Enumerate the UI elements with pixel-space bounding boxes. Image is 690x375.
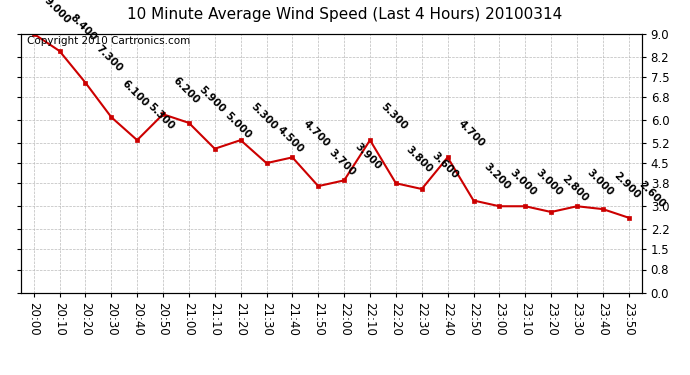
Text: 5.900: 5.900 bbox=[197, 84, 228, 114]
Text: 3.900: 3.900 bbox=[353, 142, 383, 172]
Text: 6.100: 6.100 bbox=[119, 78, 150, 109]
Text: 3.600: 3.600 bbox=[430, 150, 460, 181]
Text: 2.600: 2.600 bbox=[637, 179, 667, 209]
Text: 3.800: 3.800 bbox=[404, 144, 435, 175]
Text: 8.400: 8.400 bbox=[68, 12, 99, 43]
Text: 3.000: 3.000 bbox=[533, 168, 564, 198]
Text: 3.200: 3.200 bbox=[482, 162, 512, 192]
Text: 7.300: 7.300 bbox=[94, 44, 124, 74]
Text: Copyright 2010 Cartronics.com: Copyright 2010 Cartronics.com bbox=[27, 36, 190, 46]
Text: 5.300: 5.300 bbox=[146, 101, 176, 132]
Text: 5.300: 5.300 bbox=[378, 101, 408, 132]
Text: 10 Minute Average Wind Speed (Last 4 Hours) 20100314: 10 Minute Average Wind Speed (Last 4 Hou… bbox=[128, 8, 562, 22]
Text: 3.000: 3.000 bbox=[508, 168, 538, 198]
Text: 4.700: 4.700 bbox=[456, 118, 486, 149]
Text: 4.700: 4.700 bbox=[301, 118, 331, 149]
Text: 9.000: 9.000 bbox=[42, 0, 72, 26]
Text: 4.500: 4.500 bbox=[275, 124, 306, 155]
Text: 3.000: 3.000 bbox=[585, 168, 615, 198]
Text: 5.300: 5.300 bbox=[249, 101, 279, 132]
Text: 5.000: 5.000 bbox=[223, 110, 253, 140]
Text: 2.800: 2.800 bbox=[560, 173, 590, 204]
Text: 2.900: 2.900 bbox=[611, 171, 642, 201]
Text: 6.200: 6.200 bbox=[171, 75, 201, 106]
Text: 3.700: 3.700 bbox=[326, 147, 357, 178]
